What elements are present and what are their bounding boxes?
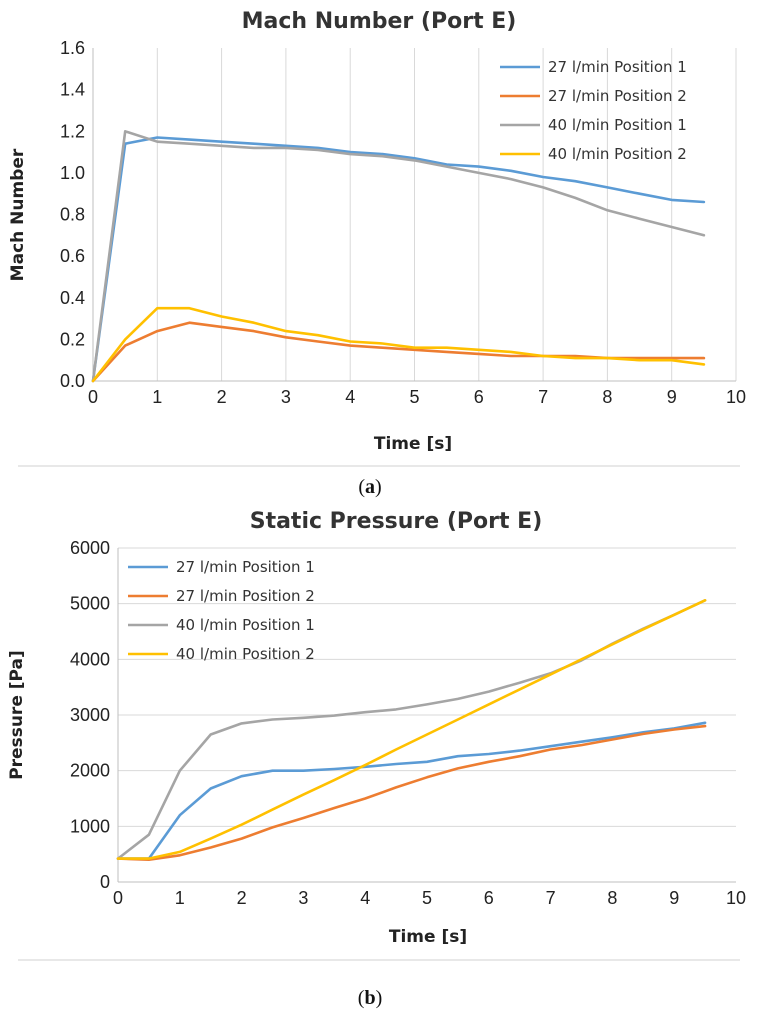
- chart-b-y-tick-label: 3000: [70, 705, 110, 725]
- chart-b-y-axis-title: Pressure [Pa]: [7, 650, 27, 780]
- chart-b-y-tick-label: 1000: [70, 816, 110, 836]
- chart-a-x-tick-label: 6: [474, 387, 484, 407]
- chart-b-x-tick-label: 3: [298, 888, 308, 908]
- chart-b-x-tick-label: 6: [484, 888, 494, 908]
- chart-b-series-27-l-min-position-1: [116, 721, 707, 860]
- chart-a-y-ticks: 0.0 0.2 0.4 0.6 0.8 1.0 1.2 1.4 1.6: [60, 38, 85, 391]
- chart-b-y-tick-label: 6000: [70, 538, 110, 558]
- mach-number-chart: Mach Number (Port E) 0.0 0.2 0.4 0.6 0.8 1.0 1…: [8, 9, 746, 454]
- chart-b-x-tick-label: 8: [607, 888, 617, 908]
- caption-a-letter: a: [365, 476, 375, 498]
- chart-a-x-tick-label: 7: [538, 387, 548, 407]
- chart-a-x-tick-label: 1: [152, 387, 162, 407]
- chart-b-x-tick-label: 4: [360, 888, 370, 908]
- chart-a-y-tick-label: 0.4: [60, 288, 85, 308]
- chart-b-series: [116, 598, 707, 862]
- chart-a-legend-label: 40 l/min Position 2: [548, 145, 687, 163]
- chart-a-x-ticks: 0 1 2 3 4 5 6 7 8 9 10: [88, 387, 746, 407]
- chart-a-legend-label: 27 l/min Position 1: [548, 58, 687, 76]
- chart-a-y-tick-label: 1.2: [60, 121, 85, 141]
- caption-b-letter: b: [364, 987, 375, 1009]
- chart-a-series-27-l-min-position-2: [91, 321, 706, 383]
- chart-b-series-40-l-min-position-2: [116, 598, 707, 860]
- caption-b: (b): [358, 987, 382, 1009]
- chart-a-title: Mach Number (Port E): [242, 9, 517, 34]
- chart-b-x-tick-label: 9: [669, 888, 679, 908]
- chart-b-axes: [117, 548, 736, 883]
- chart-a-y-tick-label: 0.2: [60, 329, 85, 349]
- chart-a-y-tick-label: 1.0: [60, 163, 85, 183]
- chart-a-y-axis-title: Mach Number: [8, 148, 28, 281]
- chart-a-x-tick-label: 3: [281, 387, 291, 407]
- chart-b-x-tick-label: 2: [237, 888, 247, 908]
- chart-b-x-tick-label: 7: [546, 888, 556, 908]
- chart-a-x-tick-label: 0: [88, 387, 98, 407]
- chart-a-legend-label: 40 l/min Position 1: [548, 116, 687, 134]
- chart-b-legend: 27 l/min Position 1 27 l/min Position 2 40…: [128, 558, 315, 663]
- chart-a-axes: [92, 48, 736, 382]
- chart-a-gridlines: [156, 48, 737, 381]
- chart-a-y-tick-label: 0.8: [60, 205, 85, 225]
- chart-b-x-ticks: 0 1 2 3 4 5 6 7 8 9 10: [113, 888, 746, 908]
- chart-a-x-tick-label: 9: [667, 387, 677, 407]
- chart-a-series-40-l-min-position-1: [91, 130, 706, 383]
- chart-b-legend-label: 27 l/min Position 1: [176, 558, 315, 576]
- chart-a-y-tick-label: 1.6: [60, 38, 85, 58]
- chart-a-series-40-l-min-position-2: [91, 306, 706, 383]
- chart-b-legend-label: 27 l/min Position 2: [176, 587, 315, 605]
- chart-a-x-tick-label: 8: [602, 387, 612, 407]
- chart-b-gridlines: [118, 547, 736, 827]
- chart-b-y-ticks: 0 1000 2000 3000 4000 5000 6000: [70, 538, 110, 892]
- chart-b-series-27-l-min-position-2: [116, 724, 707, 862]
- chart-b-x-axis-title: Time [s]: [389, 927, 467, 947]
- chart-b-title: Static Pressure (Port E): [250, 509, 543, 534]
- chart-b-x-tick-label: 5: [422, 888, 432, 908]
- chart-b-y-tick-label: 2000: [70, 761, 110, 781]
- chart-a-x-tick-label: 10: [726, 387, 746, 407]
- chart-a-y-tick-label: 1.4: [60, 80, 85, 100]
- chart-b-series-40-l-min-position-1: [116, 598, 707, 860]
- chart-b-legend-label: 40 l/min Position 1: [176, 616, 315, 634]
- chart-a-series-27-l-min-position-1: [91, 136, 706, 383]
- chart-b-y-tick-label: 0: [100, 872, 110, 892]
- chart-b-x-tick-label: 10: [726, 888, 746, 908]
- chart-b-y-tick-label: 5000: [70, 594, 110, 614]
- chart-a-x-axis-title: Time [s]: [374, 434, 452, 454]
- chart-a-y-tick-label: 0.6: [60, 246, 85, 266]
- chart-a-legend: 27 l/min Position 1 27 l/min Position 2 40…: [500, 58, 687, 163]
- static-pressure-chart: Static Pressure (Port E) 010002000300040…: [7, 509, 746, 947]
- chart-a-x-tick-label: 2: [217, 387, 227, 407]
- chart-a-x-tick-label: 5: [409, 387, 419, 407]
- chart-b-x-tick-label: 0: [113, 888, 123, 908]
- chart-a-series: [91, 130, 706, 383]
- chart-a-x-tick-label: 4: [345, 387, 355, 407]
- chart-a-legend-label: 27 l/min Position 2: [548, 87, 687, 105]
- chart-b-x-tick-label: 1: [175, 888, 185, 908]
- caption-a: (a): [358, 476, 381, 498]
- chart-b-legend-label: 40 l/min Position 2: [176, 645, 315, 663]
- chart-a-y-tick-label: 0.0: [60, 371, 85, 391]
- chart-b-y-tick-label: 4000: [70, 649, 110, 669]
